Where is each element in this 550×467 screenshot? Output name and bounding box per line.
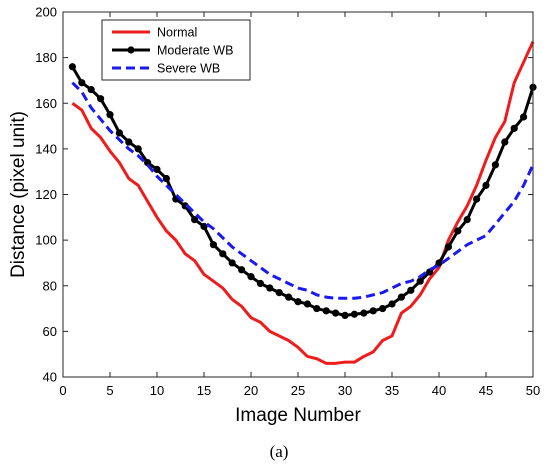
data-point-moderate-wb <box>397 293 405 301</box>
data-point-moderate-wb <box>144 158 152 167</box>
data-point-moderate-wb <box>360 309 368 317</box>
data-point-moderate-wb <box>125 138 133 146</box>
legend: Normal Moderate WB Severe WB <box>101 19 251 81</box>
data-point-moderate-wb <box>68 63 76 71</box>
plot-frame <box>62 11 534 378</box>
y-tick-label: 160 <box>35 96 57 111</box>
data-point-moderate-wb <box>134 145 142 153</box>
data-point-moderate-wb <box>332 309 340 317</box>
legend-label-moderate-wb: Moderate WB <box>157 44 233 58</box>
y-tick-label: 100 <box>35 233 57 248</box>
data-point-moderate-wb <box>454 227 462 235</box>
figure-caption: (a) <box>270 442 289 461</box>
data-point-moderate-wb <box>350 310 358 318</box>
y-axis-title: Distance (pixel unit) <box>8 111 29 278</box>
x-tick-label: 0 <box>59 383 66 398</box>
x-axis-title: Image Number <box>235 405 361 426</box>
data-point-moderate-wb <box>209 241 217 249</box>
data-point-moderate-wb <box>200 222 208 231</box>
data-point-moderate-wb <box>115 129 123 137</box>
data-point-moderate-wb <box>501 138 509 146</box>
data-point-moderate-wb <box>416 277 424 285</box>
x-tick-label: 10 <box>150 383 164 398</box>
legend-label-normal: Normal <box>157 26 197 40</box>
y-tick-label: 40 <box>43 370 57 385</box>
data-point-moderate-wb <box>285 293 293 301</box>
data-point-moderate-wb <box>520 113 528 121</box>
x-tick-label: 5 <box>106 383 113 398</box>
axis-ticks: 0 5 10 15 20 25 30 35 40 45 50 40 60 80 100 120 140 160 18… <box>35 5 540 399</box>
data-point-moderate-wb <box>369 307 377 315</box>
x-tick-label: 35 <box>385 383 399 398</box>
series-line-severe-wb <box>71 81 535 300</box>
y-tick-label: 80 <box>43 278 57 293</box>
data-point-moderate-wb <box>87 85 95 94</box>
data-point-moderate-wb <box>256 279 264 288</box>
data-point-moderate-wb <box>106 111 114 119</box>
data-point-moderate-wb <box>219 250 227 258</box>
data-point-moderate-wb <box>153 165 161 174</box>
series-layer <box>68 41 537 365</box>
data-point-moderate-wb <box>181 202 189 210</box>
x-tick-label: 45 <box>479 383 493 398</box>
x-tick-label: 15 <box>197 383 211 398</box>
data-point-moderate-wb <box>266 284 274 292</box>
data-point-moderate-wb <box>322 307 330 315</box>
y-tick-label: 120 <box>35 187 57 202</box>
y-tick-label: 140 <box>35 141 57 156</box>
data-point-moderate-wb <box>228 259 236 267</box>
x-tick-label: 25 <box>291 383 305 398</box>
data-point-moderate-wb <box>407 286 415 294</box>
data-point-moderate-wb <box>78 79 86 87</box>
x-tick-label: 20 <box>244 383 258 398</box>
x-tick-label: 50 <box>526 383 540 398</box>
x-tick-label: 40 <box>432 383 446 398</box>
data-point-moderate-wb <box>97 95 105 103</box>
data-point-moderate-wb <box>463 215 471 224</box>
x-tick-label: 30 <box>338 383 352 398</box>
data-point-moderate-wb <box>275 288 283 297</box>
legend-label-severe-wb: Severe WB <box>157 62 220 76</box>
data-point-moderate-wb <box>379 304 387 313</box>
series-line-normal <box>71 41 535 365</box>
data-point-moderate-wb <box>473 195 481 203</box>
data-point-moderate-wb <box>247 273 255 281</box>
data-point-moderate-wb <box>482 181 490 189</box>
data-point-moderate-wb <box>510 124 518 132</box>
y-tick-label: 180 <box>35 50 57 65</box>
y-tick-label: 200 <box>35 5 57 20</box>
data-point-moderate-wb <box>162 174 170 183</box>
data-point-moderate-wb <box>191 215 199 224</box>
legend-marker-moderate-wb <box>127 46 135 54</box>
data-point-moderate-wb <box>238 266 246 274</box>
data-point-moderate-wb <box>341 311 349 320</box>
data-point-moderate-wb <box>444 243 452 251</box>
data-point-moderate-wb <box>313 304 321 313</box>
y-tick-label: 60 <box>43 324 57 339</box>
data-point-moderate-wb <box>303 300 311 308</box>
data-point-moderate-wb <box>388 300 396 308</box>
data-point-moderate-wb <box>491 161 499 169</box>
data-point-moderate-wb <box>294 298 302 306</box>
